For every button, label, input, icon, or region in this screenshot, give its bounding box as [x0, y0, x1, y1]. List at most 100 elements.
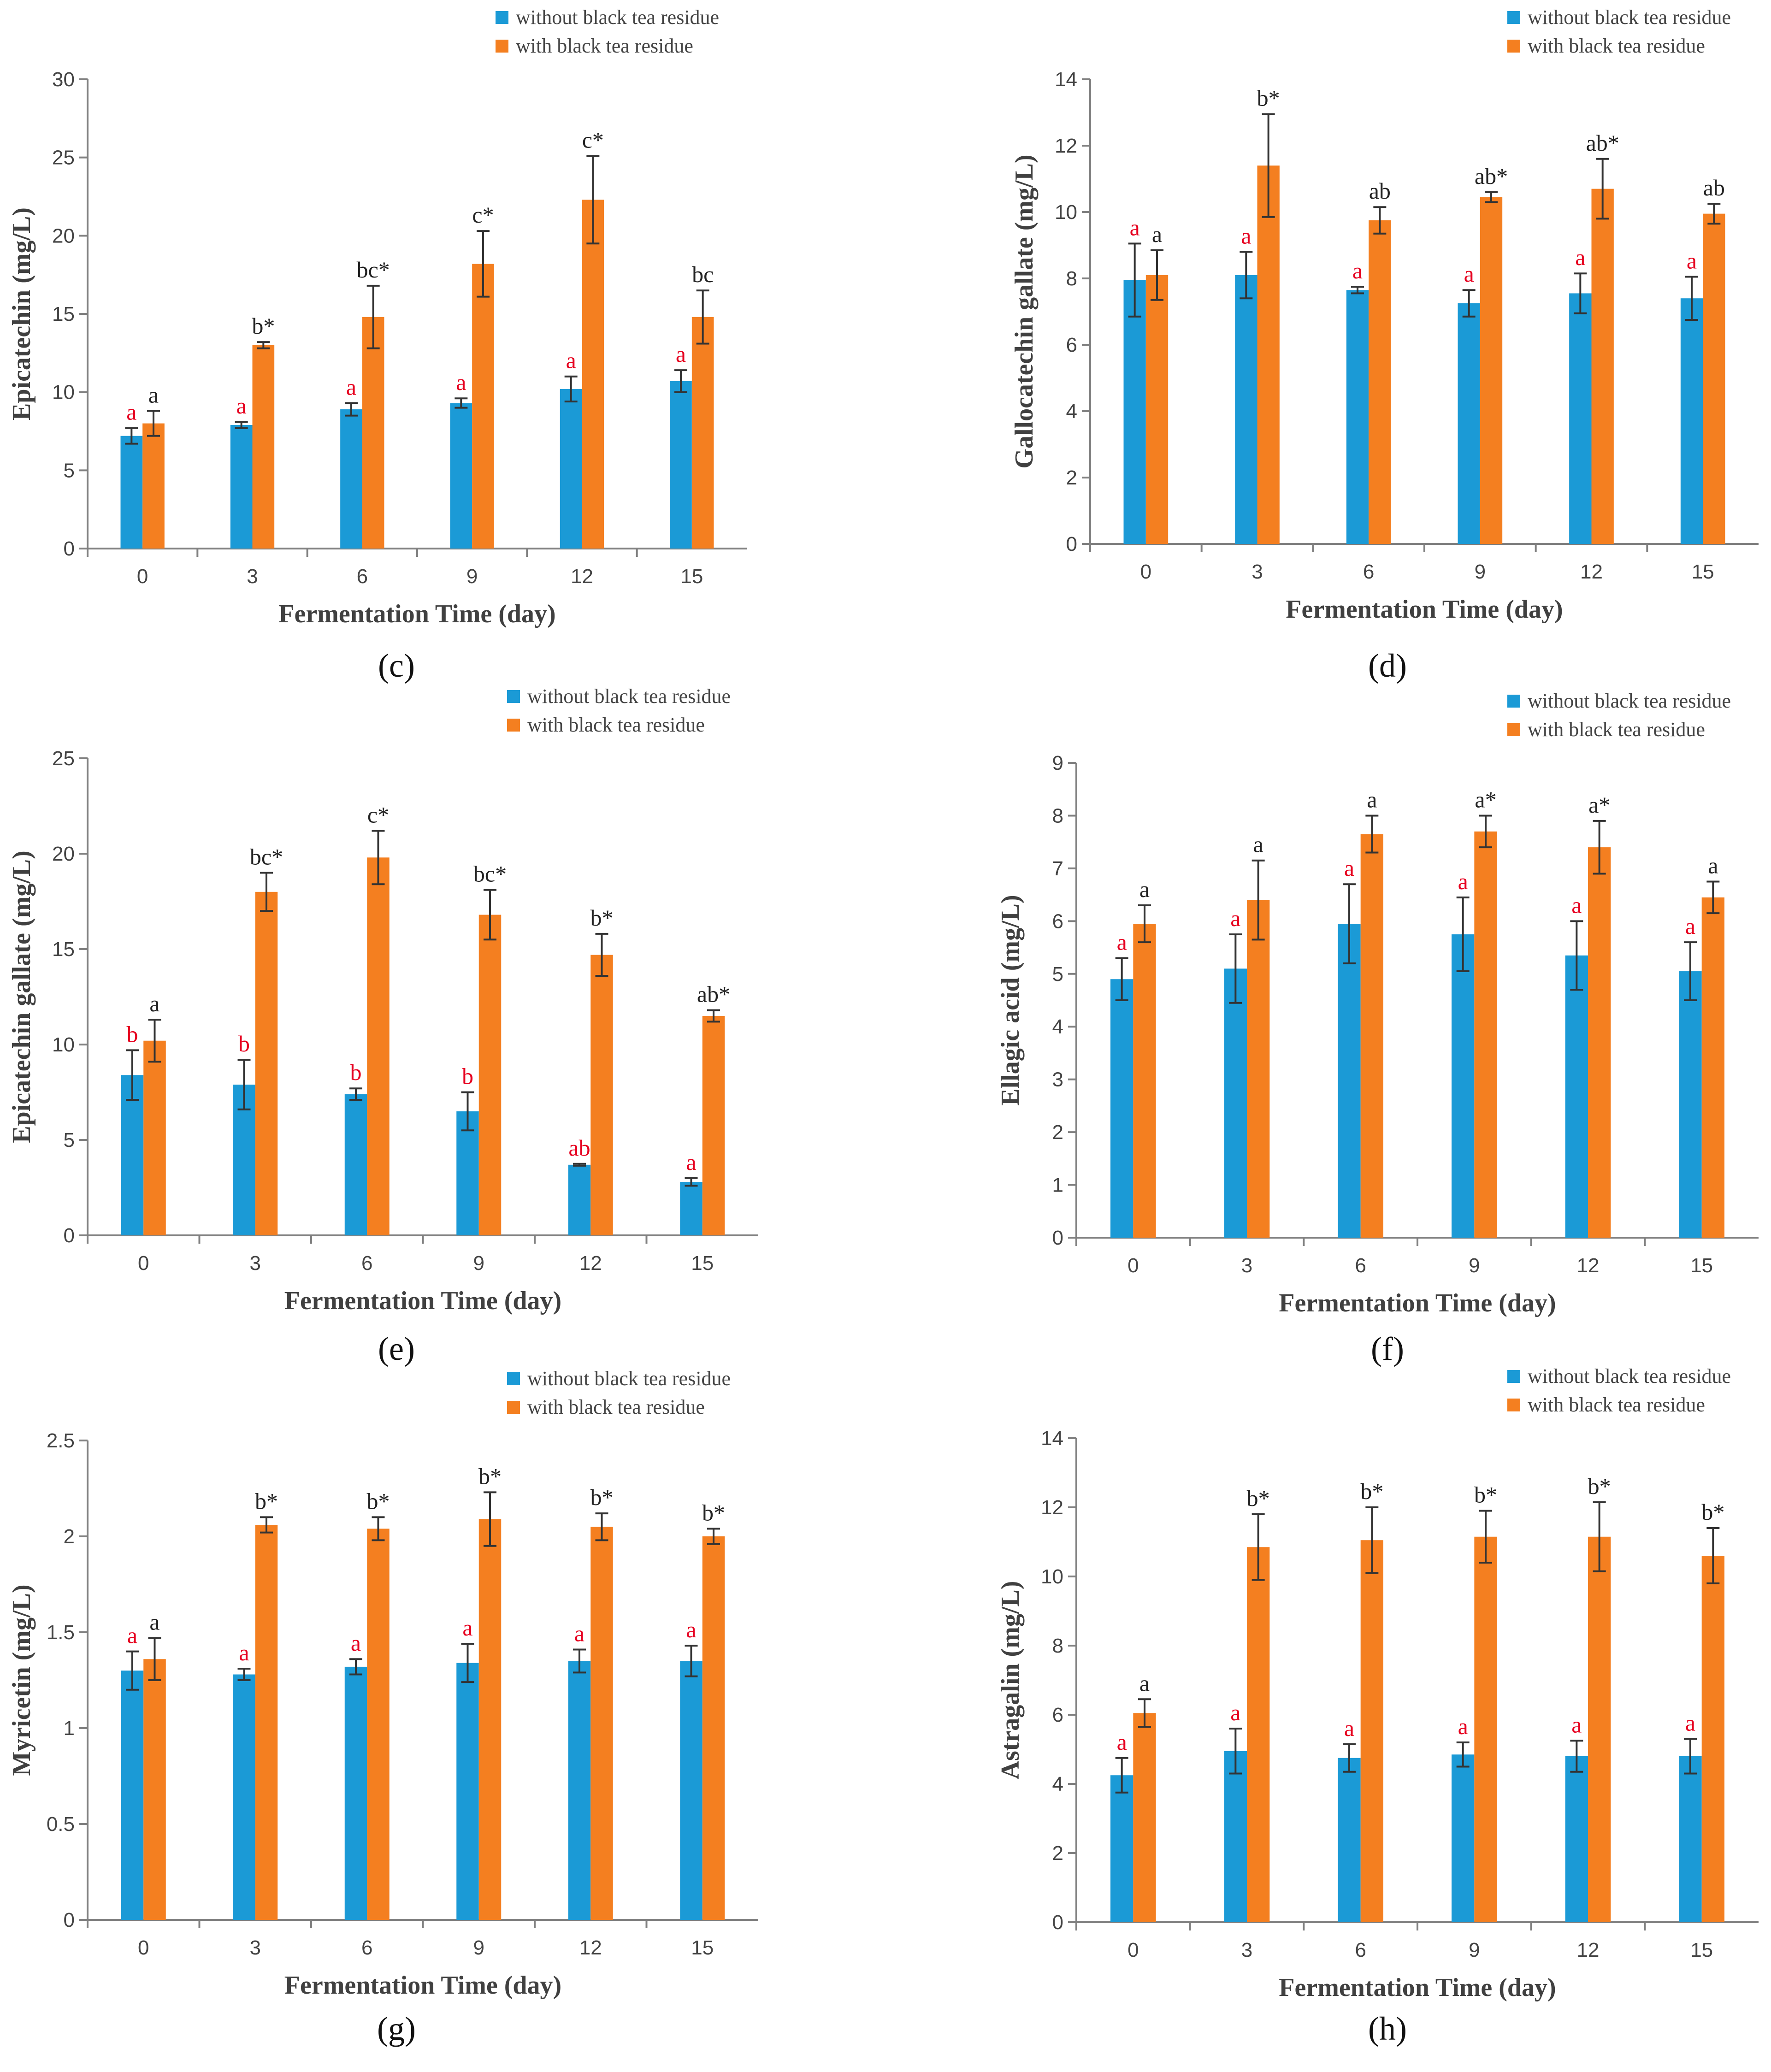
panel-caption: (c) [378, 647, 415, 684]
legend-label: without black tea residue [516, 6, 719, 29]
panel-caption: (f) [1371, 1330, 1404, 1367]
significance-label: a [1685, 1710, 1695, 1736]
y-tick-label: 9 [1052, 752, 1063, 774]
significance-label: a [1344, 855, 1354, 881]
y-tick-label: 6 [1066, 334, 1077, 356]
significance-label: a [1230, 905, 1240, 931]
legend-label: with black tea residue [516, 35, 693, 57]
panel-caption: (e) [378, 1330, 415, 1367]
bar-without-day-12 [1565, 955, 1588, 1238]
y-tick-label: 8 [1052, 804, 1063, 827]
x-tick-label: 3 [1241, 1939, 1252, 1961]
legend-label: without black tea residue [1528, 1365, 1731, 1387]
bar-with-day-9 [472, 264, 494, 549]
significance-label: b [462, 1063, 473, 1089]
y-tick-label: 0 [64, 537, 75, 560]
bar-with-day-15 [702, 1015, 725, 1235]
bar-without-day-9 [450, 403, 472, 549]
bar-with-day-0 [1133, 924, 1156, 1238]
y-axis-title: Astragalin (mg/L) [996, 1581, 1025, 1780]
y-tick-label: 8 [1066, 267, 1077, 290]
y-tick-label: 10 [1055, 201, 1077, 224]
chart-panel-e: 05101520250ba3bbc*6bc*9bbc*12abb*15aab*F… [7, 685, 758, 1367]
x-tick-label: 0 [1140, 561, 1151, 583]
significance-label: b [127, 1021, 138, 1047]
significance-label: a [1458, 1713, 1468, 1739]
x-tick-label: 0 [1128, 1254, 1139, 1277]
y-tick-label: 14 [1055, 68, 1077, 91]
y-tick-label: 12 [1055, 135, 1077, 157]
significance-label: a [1575, 244, 1585, 270]
bar-without-day-3 [233, 1674, 255, 1920]
legend-label: without black tea residue [1528, 6, 1731, 29]
x-tick-label: 12 [579, 1252, 602, 1275]
bar-with-day-0 [143, 1659, 166, 1920]
bar-without-day-6 [344, 1666, 367, 1920]
significance-label: a [149, 1609, 159, 1635]
panel-caption: (g) [377, 2010, 416, 2047]
significance-label: a [149, 991, 159, 1016]
bar-without-day-12 [560, 389, 582, 549]
significance-label: b* [1474, 1482, 1497, 1508]
bar-without-day-9 [1452, 934, 1475, 1238]
significance-label: a [566, 348, 576, 373]
y-tick-label: 4 [1066, 400, 1077, 423]
legend-swatch [1507, 11, 1520, 24]
x-axis-title: Fermentation Time (day) [1279, 1289, 1556, 1317]
bar-without-day-12 [1565, 1756, 1588, 1922]
legend-label: without black tea residue [527, 1367, 731, 1390]
legend-label: with black tea residue [527, 1396, 705, 1418]
y-tick-label: 1 [1052, 1174, 1063, 1197]
bar-without-day-0 [1110, 1775, 1133, 1922]
y-tick-label: 7 [1052, 857, 1063, 880]
significance-label: c* [472, 202, 494, 228]
y-tick-label: 2 [1052, 1121, 1063, 1144]
significance-label: a* [1588, 792, 1610, 818]
bar-without-day-15 [680, 1182, 702, 1235]
bar-with-day-6 [367, 1529, 390, 1920]
x-tick-label: 9 [473, 1252, 484, 1275]
significance-label: a [686, 1149, 696, 1175]
bar-without-day-15 [680, 1661, 702, 1920]
bar-without-day-6 [344, 1094, 367, 1235]
x-tick-label: 6 [361, 1936, 372, 1959]
x-tick-label: 15 [691, 1936, 714, 1959]
significance-label: b* [590, 905, 614, 931]
bar-with-day-12 [1588, 1536, 1611, 1922]
y-axis-title: Epicatechin (mg/L) [7, 207, 36, 420]
legend-swatch [1507, 695, 1520, 708]
x-tick-label: 15 [1690, 1939, 1713, 1961]
bar-with-day-6 [367, 857, 390, 1235]
x-axis-title: Fermentation Time (day) [284, 1971, 561, 2000]
significance-label: a [574, 1620, 584, 1646]
significance-label: a [462, 1615, 472, 1641]
y-tick-label: 2.5 [47, 1429, 75, 1452]
y-tick-label: 12 [1041, 1496, 1063, 1519]
chart-panel-h: 0 2 4 6 8 10 12 14 0 a a 3 a b* 6 a b* 9 a b* 12 a b* 15 a b* Ferm… [996, 1365, 1759, 2047]
significance-label: ab [1369, 178, 1391, 204]
bar-without-day-6 [1338, 924, 1361, 1238]
bar-with-day-6 [1360, 834, 1383, 1238]
y-tick-label: 10 [1041, 1565, 1063, 1588]
x-tick-label: 6 [361, 1252, 372, 1275]
significance-label: a [1117, 929, 1127, 955]
y-tick-label: 0 [64, 1224, 75, 1247]
significance-label: a [126, 399, 136, 425]
significance-label: b* [1257, 85, 1280, 111]
bar-without-day-12 [568, 1164, 591, 1235]
bar-with-day-12 [1591, 189, 1614, 544]
y-tick-label: 25 [52, 747, 75, 770]
y-tick-label: 5 [64, 1129, 75, 1151]
significance-label: a [1458, 868, 1468, 894]
bar-with-day-9 [478, 915, 502, 1235]
significance-label: b* [1701, 1499, 1724, 1525]
bar-without-day-9 [1452, 1754, 1475, 1922]
significance-label: ab [1703, 175, 1725, 201]
significance-label: b* [478, 1463, 502, 1489]
bar-with-day-15 [1701, 1556, 1724, 1922]
x-tick-label: 12 [1577, 1939, 1600, 1961]
x-tick-label: 15 [1692, 561, 1714, 583]
bar-without-day-0 [120, 436, 143, 549]
significance-label: b* [252, 313, 275, 339]
